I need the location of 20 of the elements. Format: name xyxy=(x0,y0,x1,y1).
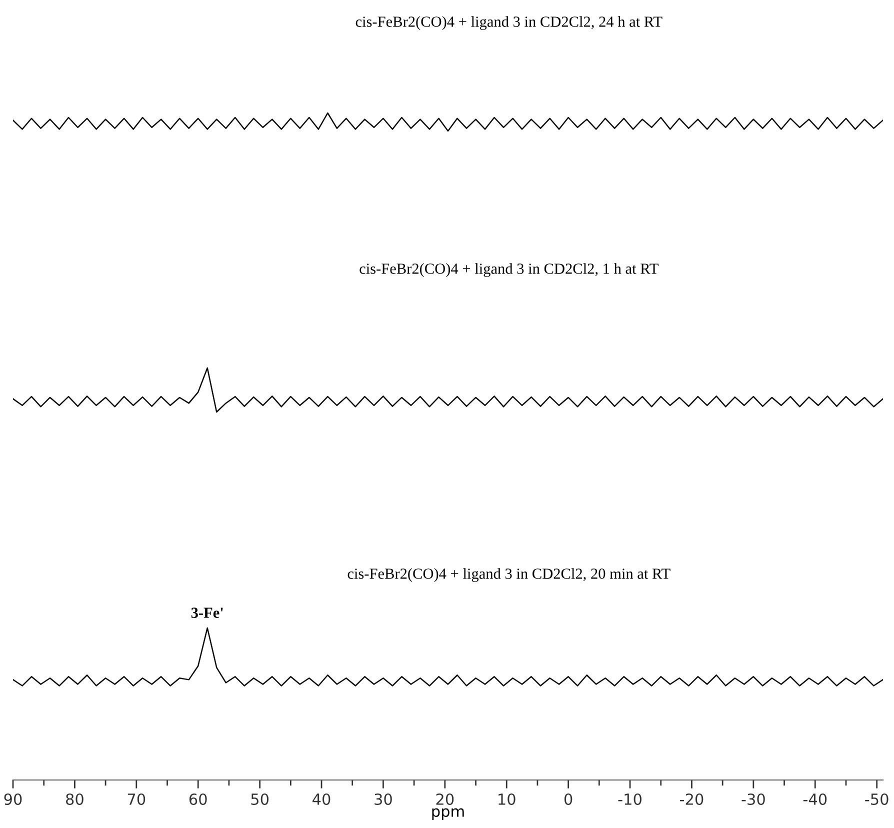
x-tick-label: -40 xyxy=(803,793,827,806)
x-tick-label: -20 xyxy=(680,793,704,806)
annotation: 3-Fe' xyxy=(191,608,223,618)
x-tick-label: 30 xyxy=(374,793,392,806)
chart-title: cis-FeBr2(CO)4 + ligand 3 in CD2Cl2, 1 h at RT xyxy=(360,263,658,277)
x-tick-label: 10 xyxy=(498,793,516,806)
x-tick-label: 70 xyxy=(128,793,146,806)
x-tick-label: -50 xyxy=(865,793,888,806)
x-tick-label: 50 xyxy=(251,793,269,806)
x-tick-label: 20 xyxy=(436,793,454,806)
x-tick-label: 40 xyxy=(312,793,330,806)
x-axis-title: ppm xyxy=(432,808,464,820)
x-tick-label: 60 xyxy=(189,793,207,806)
chart-title: cis-FeBr2(CO)4 + ligand 3 in CD2Cl2, 24 h at RT xyxy=(356,16,662,30)
x-tick-label: -10 xyxy=(618,793,642,806)
chart-title: cis-FeBr2(CO)4 + ligand 3 in CD2Cl2, 20 min at RT xyxy=(348,568,670,582)
x-tick-label: 80 xyxy=(66,793,84,806)
x-tick-label: -30 xyxy=(742,793,765,806)
x-tick-label: 90 xyxy=(4,793,22,806)
x-tick-label: 0 xyxy=(564,793,572,806)
